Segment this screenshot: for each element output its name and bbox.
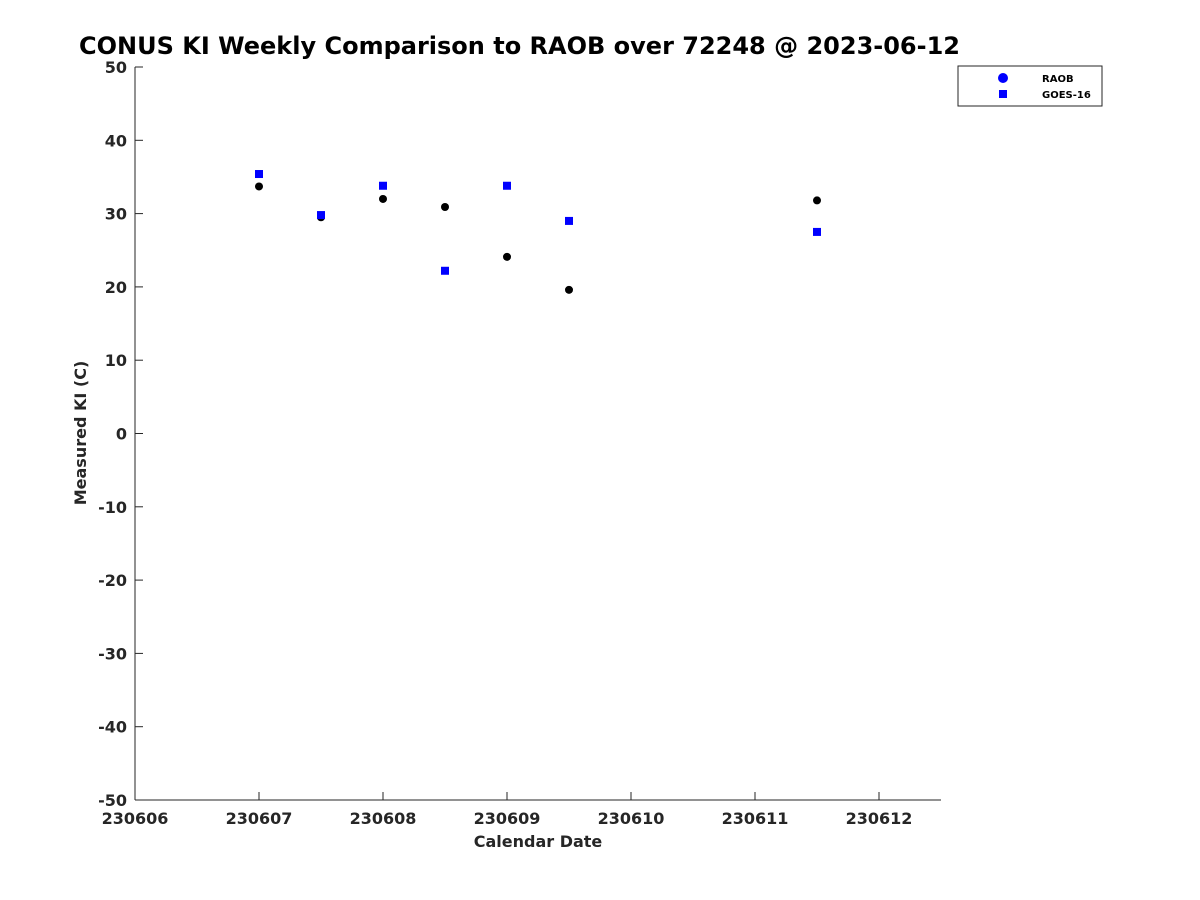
y-tick-label: 0 [116, 425, 127, 444]
raob-point [379, 194, 387, 203]
legend-label: GOES-16 [1042, 90, 1091, 101]
data-points [255, 170, 821, 294]
goes-16-point [255, 170, 263, 179]
x-tick-label: 230608 [350, 809, 417, 828]
x-tick-label: 230606 [102, 809, 169, 828]
x-tick-label: 230611 [722, 809, 789, 828]
y-axis-label: Measured KI (C) [71, 361, 90, 506]
legend: RAOB GOES-16 [957, 65, 1103, 107]
x-tick-label: 230607 [226, 809, 293, 828]
y-tick-label: 30 [105, 205, 127, 224]
x-tick-label: 230612 [846, 809, 913, 828]
raob-point [441, 203, 449, 212]
legend-box [957, 65, 1103, 107]
chart-title: CONUS KI Weekly Comparison to RAOB over … [79, 32, 960, 60]
x-axis-label: Calendar Date [474, 832, 603, 851]
y-tick-label: -20 [98, 571, 127, 590]
y-tick-label: 40 [105, 131, 127, 150]
legend-label: RAOB [1042, 74, 1074, 85]
y-tick-label: -50 [98, 791, 127, 810]
y-tick-label: 50 [105, 58, 127, 77]
goes-16-point [441, 266, 449, 275]
raob-point [565, 285, 573, 294]
x-tick-label: 230610 [598, 809, 665, 828]
x-tick-label: 230609 [474, 809, 541, 828]
goes-16-point [813, 227, 821, 236]
y-tick-label: -10 [98, 498, 127, 517]
raob-point [503, 252, 511, 261]
y-tick-label: -30 [98, 644, 127, 663]
legend-raob-marker [998, 73, 1008, 83]
raob-point [813, 196, 821, 205]
raob-point [255, 182, 263, 191]
legend-goes-16-marker [999, 90, 1007, 98]
y-tick-label: -40 [98, 718, 127, 737]
goes-16-point [565, 216, 573, 225]
goes-16-point [317, 211, 325, 220]
y-tick-label: 10 [105, 351, 127, 370]
y-tick-label: 20 [105, 278, 127, 297]
goes-16-point [379, 181, 387, 190]
axes: 230606 230607 230608 230609 230610 230611 2306… [98, 58, 941, 828]
goes-16-point [503, 181, 511, 190]
